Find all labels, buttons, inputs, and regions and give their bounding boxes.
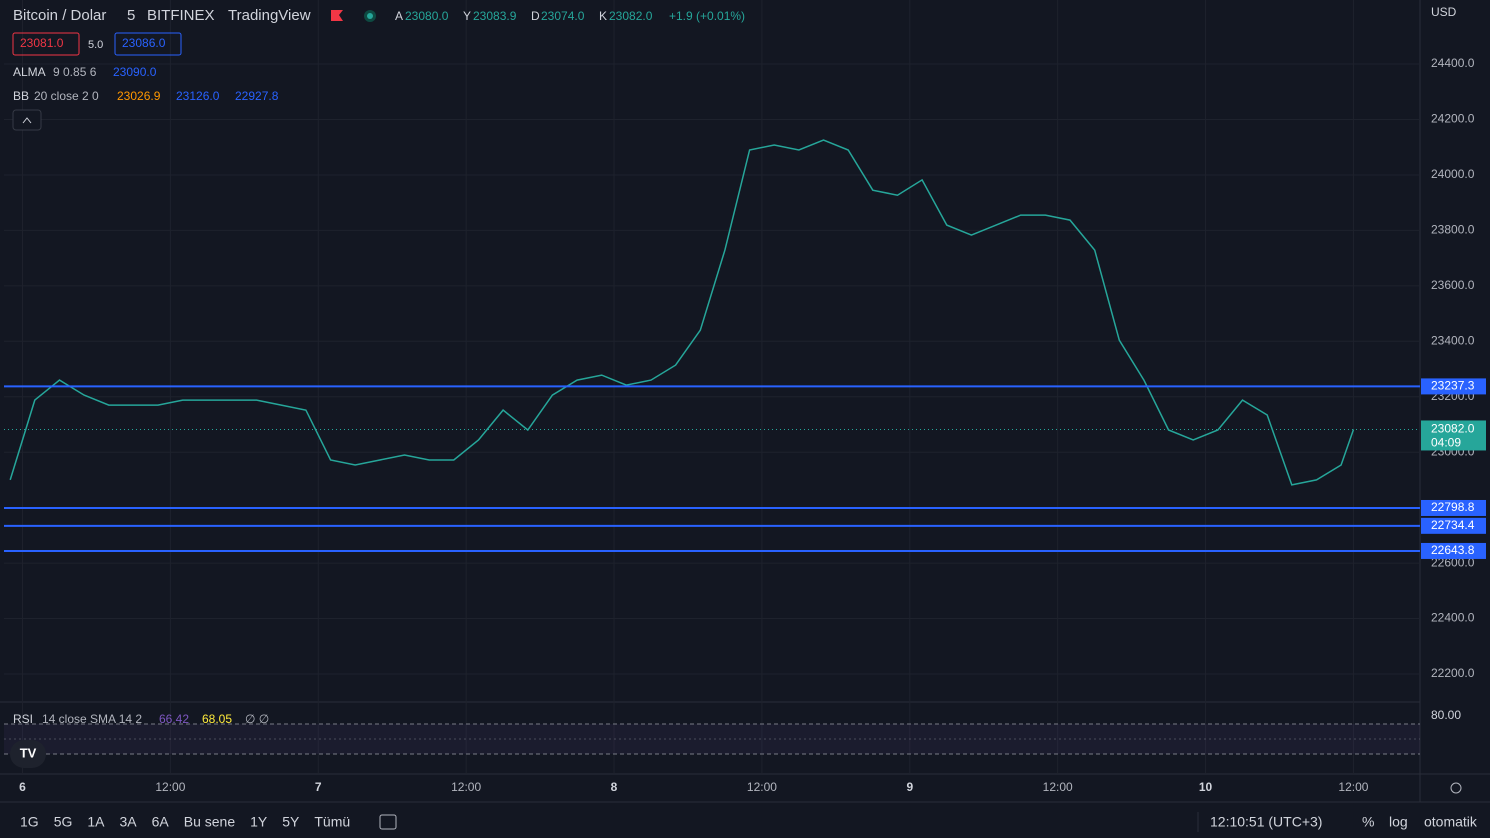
currency[interactable]: USD [1431,5,1457,19]
x-tick-label: 12:00 [451,780,481,794]
y-tick-label: 23400.0 [1431,333,1475,347]
rsi-params: 14 close SMA 14 2 [42,712,142,726]
level-tag [1421,378,1486,395]
rsi-band [4,724,1420,754]
range-button[interactable]: 1A [87,814,105,830]
ask: 23086.0 [122,36,166,50]
range-button[interactable]: Bu sene [184,814,236,830]
auto-toggle[interactable]: otomatik [1424,814,1478,830]
bid: 23081.0 [20,36,64,50]
level-label: 22798.8 [1431,500,1475,514]
y-tick-label: 24400.0 [1431,56,1475,70]
x-tick-label: 6 [19,780,26,794]
bb-params: 20 close 2 0 [34,89,99,103]
symbol: Bitcoin / Dolar [13,7,106,24]
x-tick-label: 12:00 [1043,780,1073,794]
y-tick-label: 24200.0 [1431,112,1475,126]
interval: 5 [127,7,135,24]
ask-box[interactable] [114,32,182,56]
ohlc: A 23080.0 Y 23083.9 D 23074.0 K 23082.0 [395,9,653,23]
range-button[interactable]: 6A [152,814,170,830]
bb-name: BB [13,89,29,103]
level-label: 22643.8 [1431,543,1475,557]
level-tag [1421,542,1486,559]
y-tick-label: 24000.0 [1431,167,1475,181]
rsi-value: 66.42 [159,712,189,726]
alma-name: ALMA [13,65,46,79]
change: +1.9 (+0.01%) [669,9,745,23]
ohlc-key: A [395,9,403,23]
y-tick-label: 23800.0 [1431,223,1475,237]
ohlc-key: D [531,9,540,23]
x-tick-label: 12:00 [155,780,185,794]
ohlc-value: 23080.0 [405,9,449,23]
y-tick-label: 23600.0 [1431,278,1475,292]
last-price-tag [1421,420,1486,451]
range-button[interactable]: 5G [54,814,73,830]
ohlc-value: 23082.0 [609,9,653,23]
bb-basis: 23026.9 [117,89,161,103]
rsi-sma: 68.05 [202,712,232,726]
level-tag [1421,517,1486,534]
range-button[interactable]: 1Y [250,814,268,830]
compare-icon[interactable] [379,814,397,830]
bb-lower: 22927.8 [235,89,279,103]
rsi-extra: ∅ ∅ [245,712,269,726]
ohlc-value: 23083.9 [473,9,517,23]
collapse-button[interactable] [12,109,42,131]
exchange: BITFINEX [147,7,215,24]
toolbar: 1G 5G 1A 3A 6A Bu sene 1Y 5Y Tümü [20,814,350,830]
rsi-name: RSI [13,712,33,726]
last-price-label: 23082.0 [1431,422,1475,436]
logo[interactable] [10,740,46,768]
source: TradingView [228,7,311,24]
logo-mark: TV [20,745,37,760]
flag-icon[interactable] [331,10,343,21]
clock: 12:10:51 (UTC+3) [1210,814,1322,830]
x-tick-label: 10 [1199,780,1213,794]
bb-upper: 23126.0 [176,89,220,103]
y-tick-label: 22200.0 [1431,666,1475,680]
x-tick-label: 9 [906,780,913,794]
level-label: 22734.4 [1431,518,1475,532]
range-button[interactable]: 1G [20,814,39,830]
bid-box[interactable] [12,32,80,56]
x-tick-label: 7 [315,780,322,794]
collapse-icon [22,117,32,124]
rsi-level: 80.00 [1431,708,1461,722]
spread: 5.0 [88,39,103,51]
alma-value: 23090.0 [113,65,157,79]
x-tick-label: 12:00 [747,780,777,794]
alma-params: 9 0.85 6 [53,65,97,79]
level-tag [1421,499,1486,516]
y-tick-label: 22400.0 [1431,611,1475,625]
range-button[interactable]: 5Y [282,814,300,830]
settings-icon[interactable] [1450,782,1462,794]
price-line [9,139,1355,486]
countdown: 04:09 [1431,436,1461,450]
ohlc-key: K [599,9,607,23]
ohlc-key: Y [463,9,471,23]
status-dot [367,13,373,19]
ohlc-value: 23074.0 [541,9,585,23]
x-tick-label: 8 [611,780,618,794]
log-toggle[interactable]: log [1389,814,1408,830]
x-tick-label: 12:00 [1338,780,1368,794]
level-label: 23237.3 [1431,379,1475,393]
percent-toggle[interactable]: % [1362,814,1374,830]
range-button[interactable]: 3A [120,814,138,830]
range-button[interactable]: Tümü [314,814,350,830]
